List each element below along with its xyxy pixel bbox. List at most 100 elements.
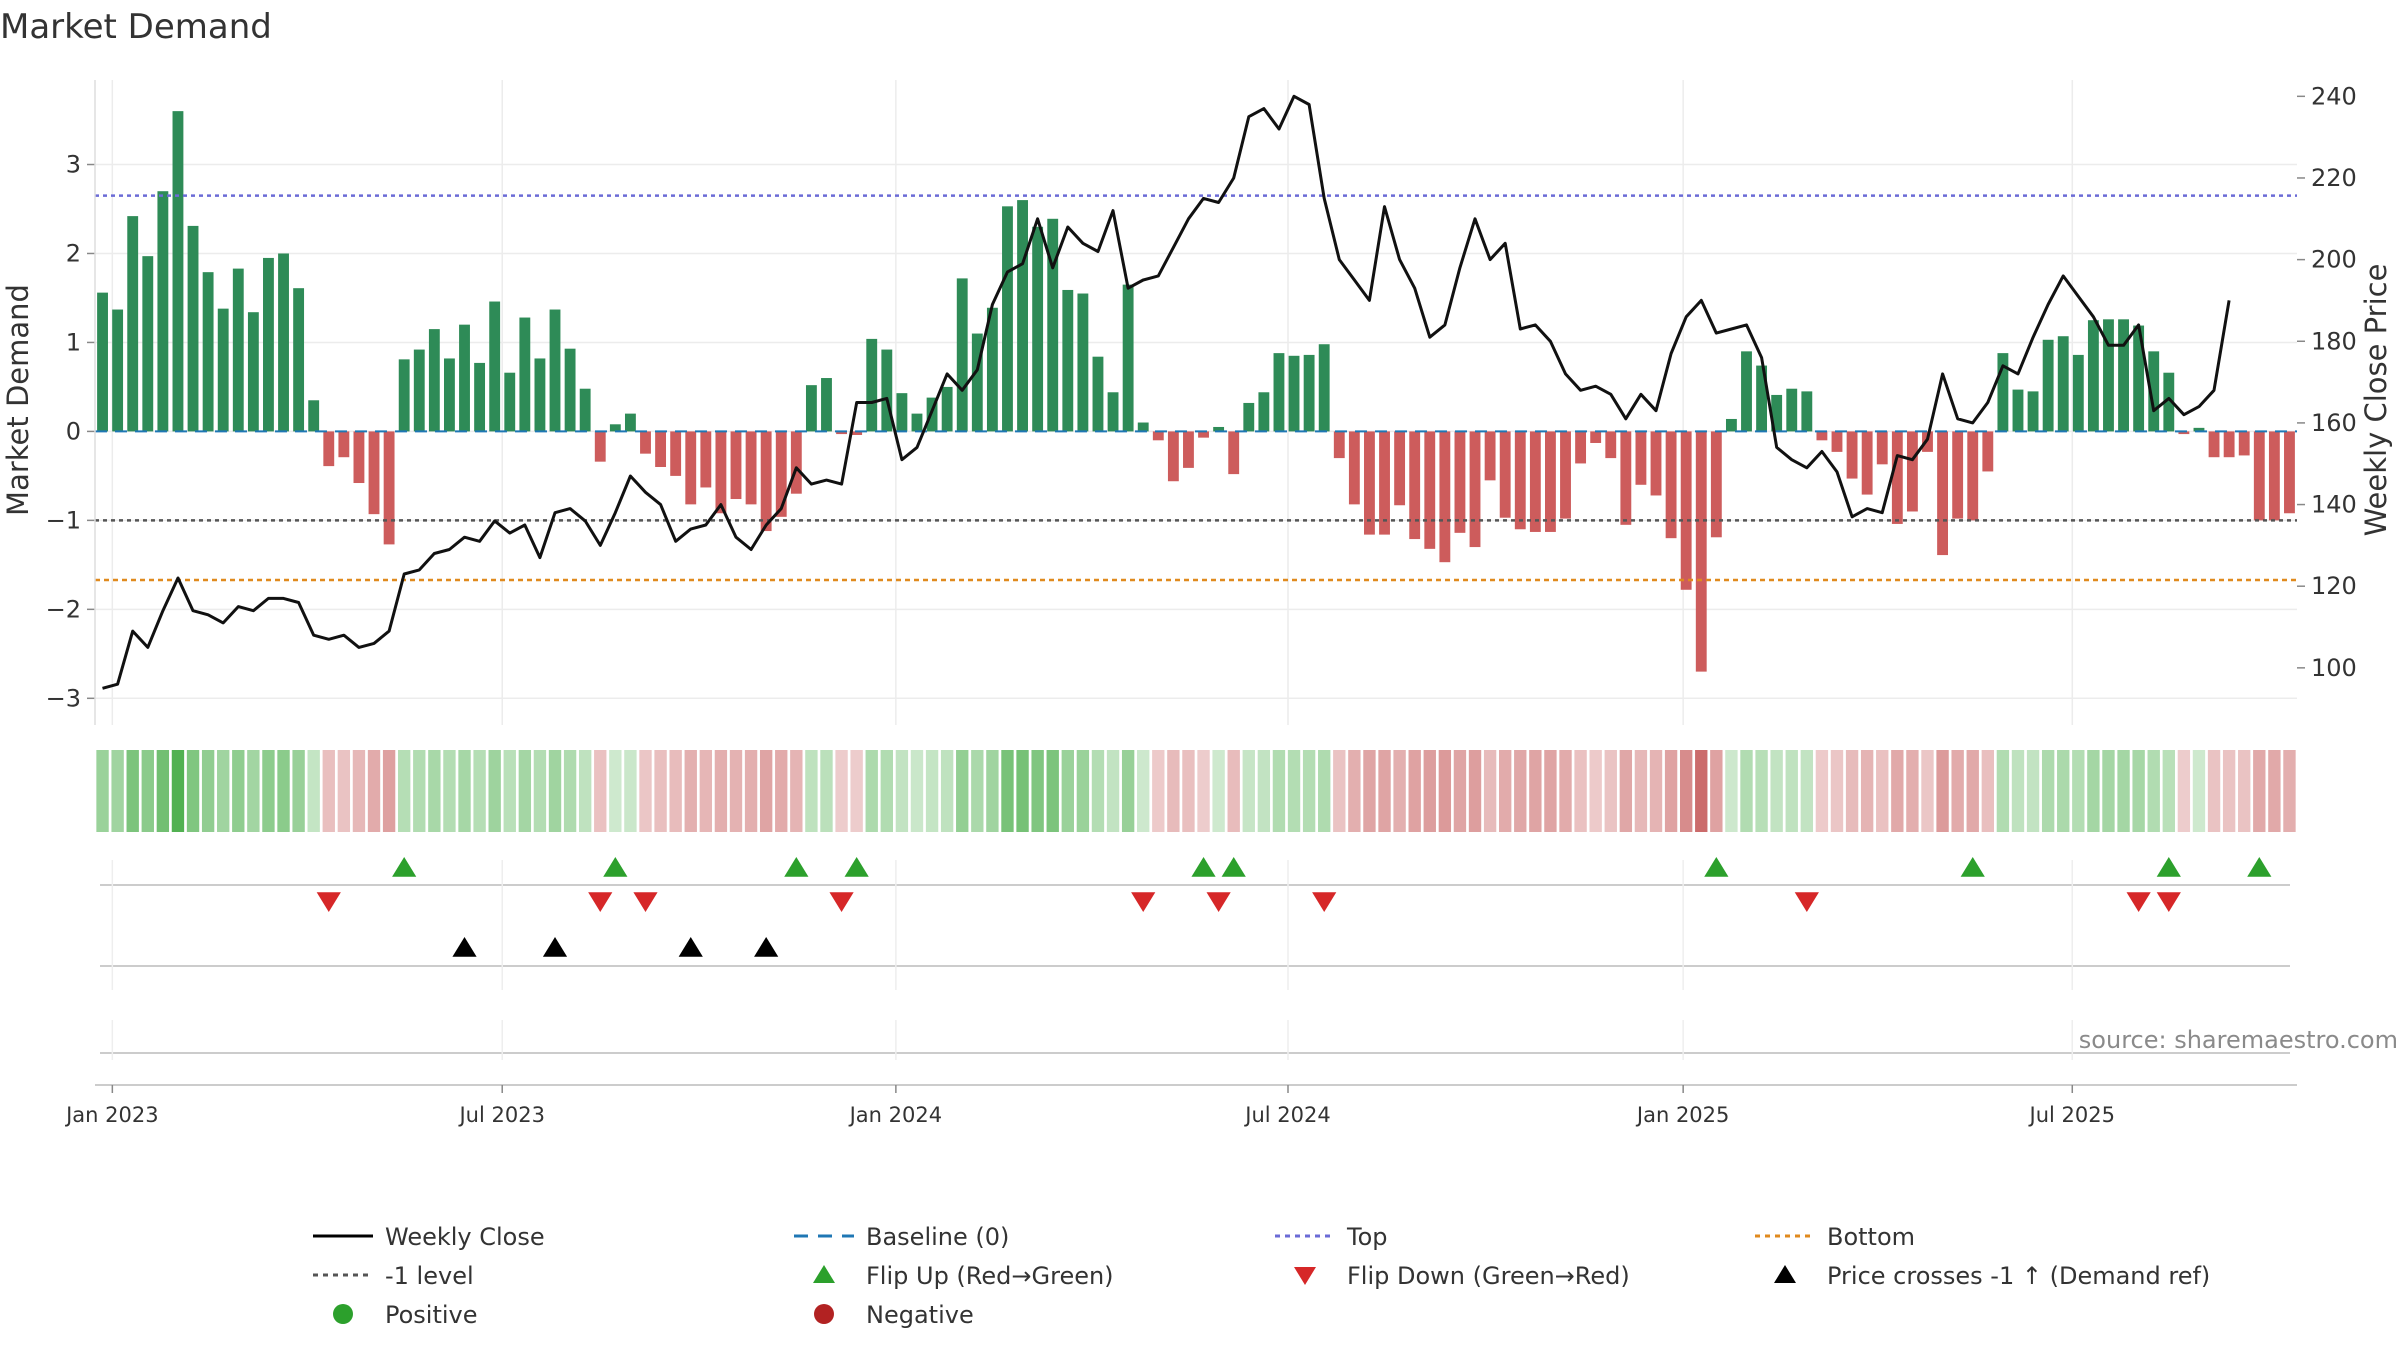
- demand-bar: [670, 431, 682, 476]
- heat-cell: [1106, 750, 1120, 832]
- heat-cell: [609, 750, 622, 832]
- demand-bar: [1831, 431, 1843, 452]
- legend: Weekly Close Baseline (0) Top Bottom -1 leve…: [313, 1223, 2210, 1329]
- demand-bar: [760, 431, 772, 532]
- demand-bar: [1002, 206, 1013, 432]
- heat-cell: [1468, 750, 1482, 832]
- heat-cell: [820, 750, 833, 832]
- flip-down-marker: [829, 892, 854, 912]
- heat-cell: [1710, 750, 1723, 832]
- heat-cell: [1197, 750, 1210, 832]
- demand-bar: [881, 349, 893, 432]
- demand-bar: [1183, 431, 1194, 468]
- heat-cell: [1619, 750, 1633, 832]
- y-axis-label-right: Weekly Close Price: [2359, 264, 2393, 537]
- heat-cell: [518, 750, 532, 832]
- heat-cell: [1046, 750, 1059, 832]
- demand-bar: [323, 431, 335, 467]
- reference-lines: [95, 194, 2297, 582]
- heat-cell: [322, 750, 335, 832]
- demand-bar: [187, 225, 199, 432]
- cross-up-marker: [452, 937, 477, 957]
- demand-bar: [790, 431, 802, 494]
- heat-cell: [1438, 750, 1452, 832]
- legend-swatch-triangle-up: [1774, 1265, 1796, 1283]
- demand-bar: [1560, 431, 1571, 519]
- heat-cell: [1076, 750, 1090, 832]
- legend-label: Price crosses -1 ↑ (Demand ref): [1827, 1262, 2210, 1290]
- heat-cell: [865, 750, 878, 832]
- demand-bar: [1514, 431, 1526, 530]
- heat-cell: [699, 750, 713, 832]
- weekly-close-line: [102, 94, 2231, 690]
- demand-bar: [308, 400, 320, 432]
- demand-bar: [1575, 431, 1587, 464]
- demand-bar: [247, 312, 259, 432]
- legend-label: Weekly Close: [385, 1223, 545, 1251]
- y2-tick-label: 240: [2311, 82, 2357, 110]
- legend-label: Positive: [385, 1301, 478, 1329]
- heat-cell: [1936, 750, 1949, 832]
- heat-cell: [1137, 750, 1150, 832]
- demand-bar: [2118, 319, 2129, 432]
- heat-cell: [1951, 750, 1964, 832]
- demand-bar: [745, 431, 757, 505]
- heat-cell: [1152, 750, 1165, 832]
- heat-cell: [2072, 750, 2085, 832]
- demand-bar: [1092, 356, 1104, 432]
- flip-down-marker: [1206, 892, 1231, 912]
- heat-cell: [714, 750, 728, 832]
- demand-bar: [1861, 431, 1873, 495]
- demand-bar: [971, 333, 983, 432]
- demand-bar: [1906, 431, 1918, 512]
- demand-bar: [1725, 418, 1737, 432]
- heat-cell: [1333, 750, 1346, 832]
- heat-cell: [2011, 750, 2025, 832]
- demand-bar: [1741, 351, 1752, 432]
- heat-cell: [1785, 750, 1798, 832]
- demand-bar: [1937, 431, 1948, 556]
- legend-item: Flip Up (Red→Green): [813, 1262, 1114, 1290]
- demand-bar: [1499, 431, 1511, 518]
- heat-cell: [1453, 750, 1467, 832]
- legend-label: Bottom: [1827, 1223, 1915, 1251]
- heat-cell: [1770, 750, 1783, 832]
- heat-cell: [126, 750, 139, 832]
- heat-cell: [367, 750, 381, 832]
- heat-cell: [1544, 750, 1557, 832]
- heat-cell: [217, 750, 230, 832]
- heat-cell: [398, 750, 411, 832]
- y-tick-label: −3: [46, 684, 81, 712]
- legend-item: Baseline (0): [794, 1223, 1009, 1251]
- demand-bar: [1771, 394, 1783, 432]
- demand-bar: [1424, 431, 1436, 549]
- demand-bar: [564, 348, 576, 432]
- heat-cell: [1182, 750, 1195, 832]
- heat-cell: [1755, 750, 1768, 832]
- heat-cell: [1845, 750, 1859, 832]
- demand-bar: [1846, 431, 1858, 479]
- demand-bar: [2223, 431, 2235, 458]
- y-axis-left: 3 2 1 0 −1 −2 −3: [46, 80, 96, 725]
- heat-cell: [1604, 750, 1617, 832]
- heat-cell: [337, 750, 351, 832]
- heat-cell: [1514, 750, 1527, 832]
- demand-bar: [1243, 402, 1255, 432]
- heat-cell: [1227, 750, 1240, 832]
- demand-bar: [1213, 426, 1225, 432]
- demand-bar: [866, 338, 878, 432]
- demand-bar: [1333, 431, 1345, 459]
- chart-title: Market Demand: [0, 7, 272, 47]
- heat-cell: [1001, 750, 1014, 832]
- demand-bar: [534, 358, 546, 432]
- heat-cell: [1664, 750, 1678, 832]
- heat-cell: [1679, 750, 1693, 832]
- legend-swatch-triangle-up: [813, 1265, 835, 1283]
- demand-bar: [2148, 351, 2160, 432]
- demand-bar: [609, 424, 621, 432]
- demand-bar: [640, 431, 651, 454]
- demand-bar: [1379, 431, 1390, 535]
- legend-label: Flip Down (Green→Red): [1347, 1262, 1630, 1290]
- demand-bar: [1891, 431, 1903, 524]
